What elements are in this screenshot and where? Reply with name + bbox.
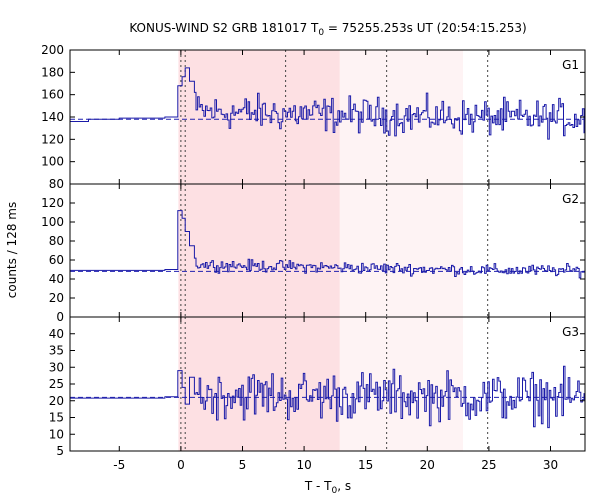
chart-title: KONUS-WIND S2 GRB 181017 T0 = 75255.253s… <box>129 21 526 38</box>
y-tick-label-G1: 200 <box>41 43 64 57</box>
y-tick-label-G2: 120 <box>41 196 64 210</box>
y-tick-label-G3: 30 <box>49 360 64 374</box>
y-tick-label-G2: 40 <box>49 272 64 286</box>
y-tick-label-G3: 25 <box>49 377 64 391</box>
x-tick-label: 15 <box>358 458 373 472</box>
chart-title-suffix: = 75255.253s UT (20:54:15.253) <box>324 21 527 35</box>
x-tick-label: -5 <box>113 458 125 472</box>
y-tick-label-G1: 80 <box>49 177 64 191</box>
y-tick-label-G1: 140 <box>41 110 64 124</box>
x-axis-label: T - T0, s <box>304 479 351 496</box>
chart-title-sub: 0 <box>318 28 324 38</box>
y-tick-label-G3: 5 <box>56 444 64 458</box>
y-tick-label-G1: 100 <box>41 155 64 169</box>
panel-label-G3: G3 <box>562 325 579 339</box>
y-tick-label-G2: 0 <box>56 310 64 324</box>
y-tick-label-G1: 180 <box>41 65 64 79</box>
y-tick-label-G2: 20 <box>49 291 64 305</box>
x-tick-label: 5 <box>239 458 247 472</box>
shaded-region-G2-0 <box>178 184 340 317</box>
x-tick-label: 25 <box>481 458 496 472</box>
y-tick-label-G1: 120 <box>41 132 64 146</box>
y-tick-label-G3: 35 <box>49 344 64 358</box>
x-tick-label: 0 <box>177 458 185 472</box>
y-tick-label-G2: 100 <box>41 215 64 229</box>
x-axis-label-prefix: T - T <box>304 479 332 493</box>
shaded-region-G2-1 <box>339 184 464 317</box>
x-axis-label-suffix: , s <box>337 479 351 493</box>
panel-label-G2: G2 <box>562 192 579 206</box>
x-tick-label: 10 <box>296 458 311 472</box>
x-axis-label-sub: 0 <box>332 486 338 496</box>
y-tick-label-G2: 80 <box>49 234 64 248</box>
count-rate-series-G3 <box>70 365 585 429</box>
count-rate-series-G1 <box>70 67 585 140</box>
x-tick-label: 20 <box>420 458 435 472</box>
y-axis-label: counts / 128 ms <box>5 202 19 298</box>
y-tick-label-G3: 10 <box>49 427 64 441</box>
chart-title-prefix: KONUS-WIND S2 GRB 181017 T <box>129 21 319 35</box>
shaded-region-G1-0 <box>178 50 340 184</box>
y-tick-label-G3: 20 <box>49 394 64 408</box>
y-tick-label-G2: 60 <box>49 253 64 267</box>
y-tick-label-G3: 15 <box>49 411 64 425</box>
x-tick-label: 30 <box>543 458 558 472</box>
panel-label-G1: G1 <box>562 58 579 72</box>
y-tick-label-G1: 160 <box>41 88 64 102</box>
y-tick-label-G3: 40 <box>49 327 64 341</box>
count-rate-series-G2 <box>70 210 585 279</box>
